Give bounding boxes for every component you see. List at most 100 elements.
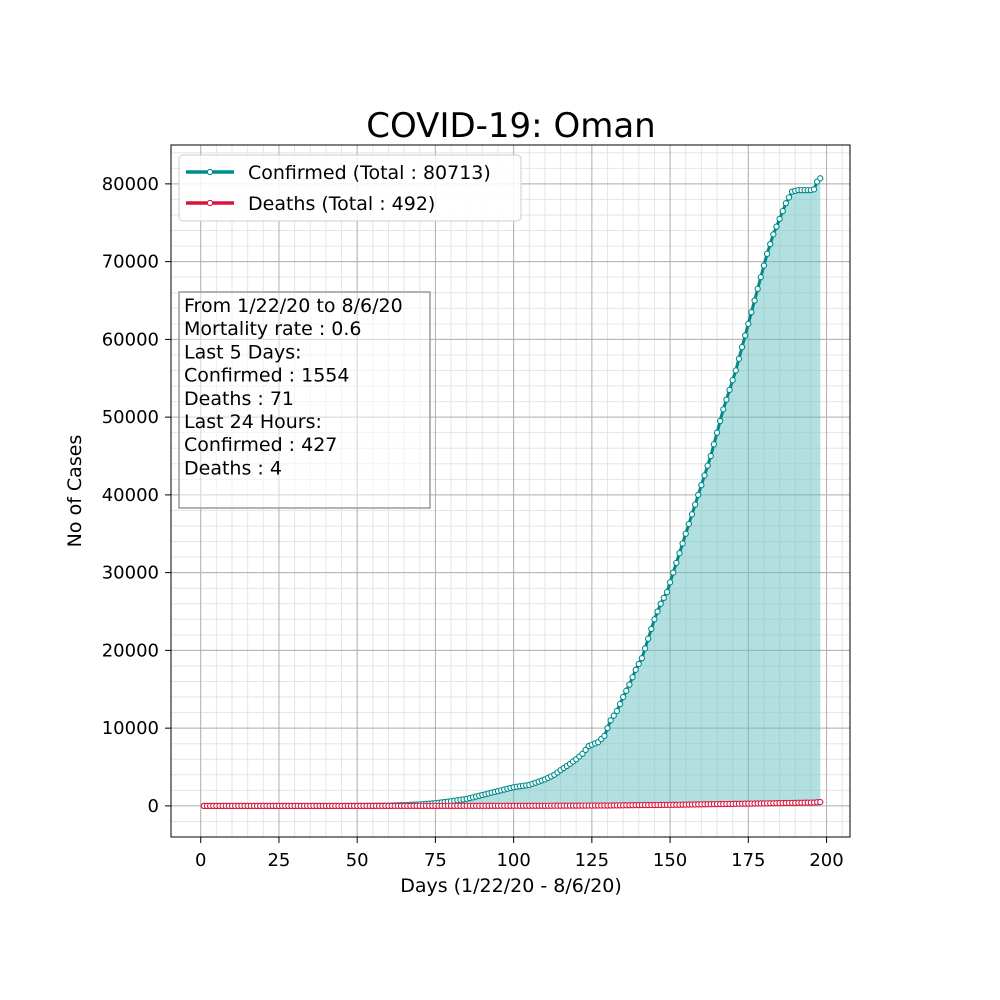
- data-point: [754, 285, 761, 292]
- data-point: [773, 223, 780, 230]
- info-line: Deaths : 4: [184, 457, 282, 479]
- data-point: [616, 700, 624, 708]
- data-point: [613, 707, 621, 715]
- y-axis-label: No of Cases: [64, 435, 86, 548]
- data-point: [635, 660, 642, 668]
- data-point: [673, 559, 680, 567]
- data-point: [666, 579, 674, 586]
- confirmed-area-fill: [203, 178, 821, 806]
- data-point: [776, 215, 783, 223]
- data-point: [767, 240, 774, 248]
- legend-swatch-marker: [206, 199, 214, 207]
- data-point: [748, 309, 755, 316]
- x-axis-label: Days (1/22/20 - 8/6/20): [400, 875, 622, 897]
- data-point: [610, 712, 617, 719]
- x-tick-label: 175: [731, 850, 765, 871]
- y-tick-label: 80000: [102, 174, 159, 195]
- y-tick-label: 60000: [102, 329, 159, 350]
- chart-title: COVID-19: Oman: [366, 106, 655, 146]
- data-point: [785, 194, 793, 201]
- data-point: [651, 616, 658, 623]
- data-point: [738, 344, 746, 351]
- y-tick-label: 70000: [102, 252, 159, 273]
- data-point: [620, 693, 627, 701]
- y-tick-label: 50000: [102, 407, 159, 428]
- series-1: [200, 798, 824, 810]
- data-point: [713, 429, 721, 436]
- legend: Confirmed (Total : 80713) Deaths (Total :…: [178, 154, 522, 222]
- info-line: Confirmed : 427: [184, 434, 337, 456]
- data-point: [723, 396, 730, 403]
- legend-label: Deaths (Total : 492): [248, 193, 435, 215]
- y-tick-label: 40000: [102, 485, 159, 506]
- data-point: [751, 297, 758, 304]
- data-point: [717, 417, 724, 425]
- data-point: [729, 377, 736, 384]
- data-point: [760, 262, 768, 269]
- data-point: [701, 472, 708, 479]
- data-point: [726, 386, 733, 394]
- data-point: [779, 207, 786, 215]
- info-line: Last 24 Hours:: [184, 411, 322, 433]
- data-point: [732, 367, 739, 374]
- data-point: [638, 655, 646, 662]
- data-point: [654, 608, 661, 615]
- y-tick-label: 0: [148, 796, 159, 817]
- y-tick-label: 20000: [102, 640, 159, 661]
- data-point: [629, 674, 636, 681]
- data-point: [604, 725, 611, 732]
- y-tick-label: 30000: [102, 563, 159, 584]
- x-tick-label: 0: [195, 850, 206, 871]
- data-point: [757, 274, 764, 281]
- series-lines: [200, 175, 824, 810]
- data-point: [695, 491, 702, 499]
- data-point: [623, 687, 630, 694]
- x-axis-ticks: 0 25 50 75 100 125 150 175 200: [195, 837, 844, 871]
- data-point: [742, 332, 749, 339]
- y-tick-label: 10000: [102, 718, 159, 739]
- info-box-frame: [178, 291, 431, 509]
- data-point: [632, 666, 639, 673]
- legend-swatch-marker: [206, 168, 214, 176]
- data-point: [688, 511, 696, 518]
- data-point: [698, 482, 705, 489]
- data-point: [601, 732, 608, 740]
- info-line: Confirmed : 1554: [184, 365, 349, 387]
- data-point: [645, 635, 652, 642]
- legend-frame: [178, 154, 522, 222]
- data-point: [745, 320, 752, 327]
- data-point: [648, 625, 655, 633]
- x-tick-label: 150: [653, 850, 687, 871]
- x-tick-label: 25: [267, 850, 290, 871]
- data-point: [685, 520, 692, 528]
- data-point: [735, 355, 743, 362]
- x-tick-label: 50: [346, 850, 369, 871]
- data-point: [676, 550, 683, 557]
- data-point: [810, 186, 818, 193]
- x-tick-label: 100: [496, 850, 530, 871]
- info-line: Deaths : 71: [184, 388, 294, 410]
- data-point: [657, 600, 664, 607]
- data-point: [679, 540, 686, 547]
- y-axis-ticks: 0 10000 20000 30000 40000 50000 60000 70000 8000…: [102, 174, 171, 817]
- info-line: Last 5 Days:: [184, 341, 302, 363]
- data-point: [582, 746, 589, 754]
- x-tick-label: 200: [809, 850, 843, 871]
- data-point: [782, 200, 789, 207]
- data-point: [770, 231, 777, 238]
- data-point: [626, 681, 633, 688]
- data-point: [710, 441, 718, 448]
- data-point: [707, 452, 714, 460]
- x-tick-label: 125: [575, 850, 609, 871]
- info-line: Mortality rate : 0.6: [184, 318, 362, 340]
- data-point: [660, 594, 667, 602]
- x-tick-label: 75: [424, 850, 447, 871]
- confirmed-area: [203, 178, 821, 806]
- data-point: [720, 406, 727, 413]
- plot-frame: [170, 144, 851, 838]
- info-line: From 1/22/20 to 8/6/20: [184, 295, 403, 317]
- data-point: [817, 175, 824, 182]
- data-point: [763, 250, 771, 257]
- data-point: [682, 530, 689, 537]
